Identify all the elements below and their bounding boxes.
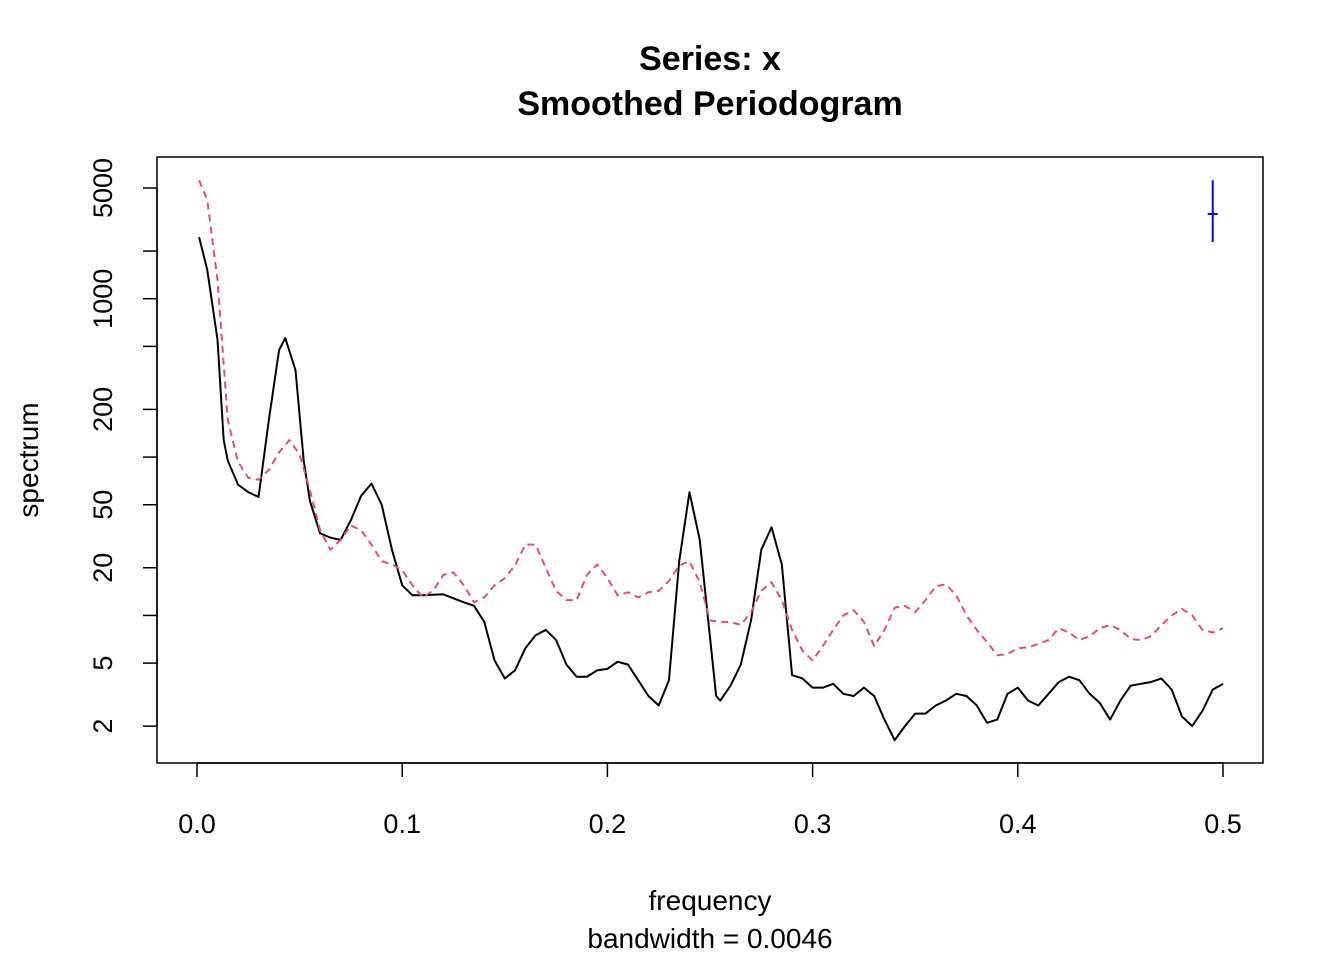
x-tick-label: 0.2: [589, 809, 627, 839]
y-tick-label: 50: [88, 490, 118, 520]
y-axis-label: spectrum: [13, 402, 44, 517]
y-tick-label: 1000: [88, 269, 118, 329]
x-tick-label: 0.0: [178, 809, 216, 839]
x-tick-label: 0.5: [1204, 809, 1242, 839]
y-tick-label: 20: [88, 553, 118, 583]
x-tick-label: 0.3: [794, 809, 832, 839]
spectrum-line: [198, 236, 1224, 742]
x-tick-label: 0.1: [383, 809, 421, 839]
x-axis-sublabel: bandwidth = 0.0046: [587, 923, 832, 954]
x-tick-label: 0.4: [999, 809, 1037, 839]
chart-title: Series: x: [639, 40, 781, 78]
y-tick-label: 5000: [88, 158, 118, 218]
y-tick-label: 2: [88, 719, 118, 734]
x-axis-label: frequency: [649, 885, 772, 916]
y-tick-label: 5: [88, 656, 118, 671]
spectrum-line: [198, 179, 1224, 662]
y-tick-label: 200: [88, 387, 118, 432]
chart-subtitle: Smoothed Periodogram: [517, 85, 902, 123]
